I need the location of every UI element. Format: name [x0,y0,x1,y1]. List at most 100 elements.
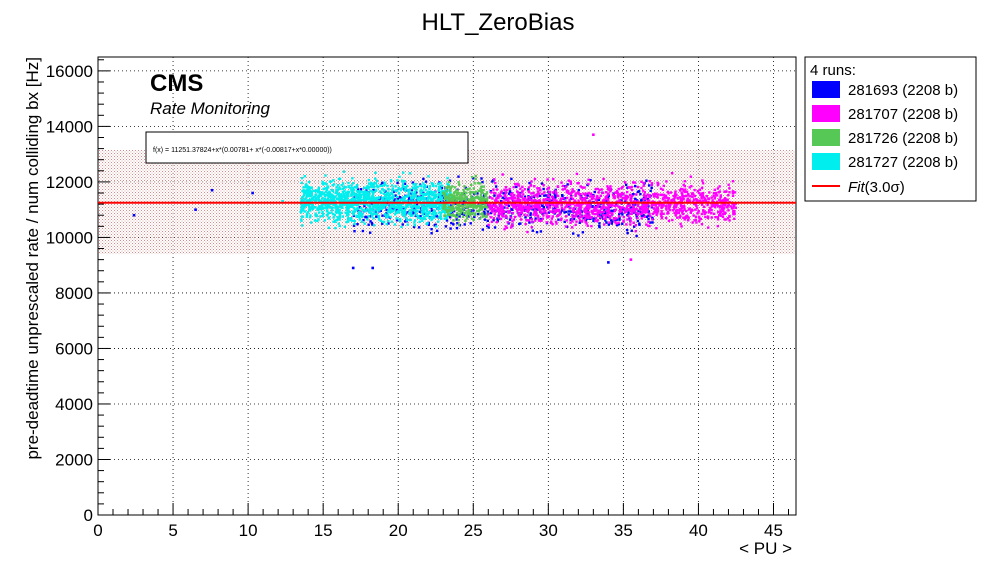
data-point [605,221,608,224]
data-point [489,207,492,211]
data-point [451,198,454,202]
data-point [526,206,529,209]
data-point [595,209,598,212]
data-point [598,188,601,192]
data-point [404,187,408,190]
data-point [332,213,335,216]
data-point [387,187,390,191]
data-point [391,189,394,192]
data-point [457,223,461,226]
data-point [593,212,597,216]
data-point [572,209,575,213]
data-point [374,198,378,201]
data-point [722,198,725,202]
data-point [419,190,422,193]
data-point [481,212,484,215]
data-point [419,192,423,195]
data-point [332,203,335,206]
data-point [564,197,567,200]
data-point [511,192,514,195]
data-point [451,185,454,188]
data-point [693,194,697,198]
data-point [385,212,388,215]
data-point [467,210,471,214]
data-point [380,191,383,194]
data-point [597,191,600,194]
data-point [420,184,423,188]
data-point [367,193,371,196]
data-point [633,181,637,184]
data-point [462,213,466,217]
data-point [461,215,465,218]
data-point [707,197,711,201]
data-point [332,216,335,219]
data-point [478,217,482,220]
data-point [507,192,511,195]
data-point [638,209,642,212]
data-point [519,222,522,225]
data-point [318,194,321,197]
data-point [608,217,612,220]
data-point [318,191,321,194]
data-point [391,187,394,190]
data-point [541,192,544,196]
data-point [722,206,725,210]
data-point [446,176,449,180]
data-point [418,196,421,199]
data-point [580,197,583,201]
data-point [678,209,681,212]
data-point [350,189,353,192]
data-point [420,207,424,210]
data-point [486,210,490,213]
data-point [358,206,361,209]
data-point [370,183,374,187]
data-point [610,222,613,225]
data-point [374,189,377,193]
data-point [469,212,473,216]
data-point [485,191,489,194]
data-point [377,217,381,220]
data-point [534,209,537,212]
data-point [386,184,389,188]
data-point [355,203,359,207]
data-point [381,222,384,225]
y-tick-label: 4000 [55,395,93,414]
data-point [490,205,493,208]
data-point [433,209,436,212]
data-point [625,223,628,226]
data-point [670,199,674,202]
data-point [727,183,730,187]
data-point [636,200,640,203]
data-point [652,193,655,196]
data-point [585,196,588,199]
data-point [675,203,679,206]
data-point [604,214,608,217]
data-point [700,212,704,216]
data-point [674,190,677,193]
data-point [629,220,632,223]
data-point [631,194,634,198]
data-point [372,224,376,227]
data-point [620,199,623,202]
data-point [556,194,559,198]
data-point [470,175,474,179]
data-point [539,230,543,233]
data-point [731,191,735,195]
data-point [449,187,453,190]
data-point [533,194,536,197]
data-point [456,189,460,192]
data-point [616,191,619,194]
data-point [381,198,384,201]
data-point [660,210,663,213]
data-point [404,206,407,210]
data-point [434,184,438,188]
data-point [537,206,541,210]
data-point [421,204,424,207]
data-point [602,206,605,210]
data-point [706,215,710,218]
data-point [411,186,414,190]
data-point [421,197,424,201]
data-point [358,190,361,193]
data-point [569,180,572,183]
data-point [479,212,482,216]
